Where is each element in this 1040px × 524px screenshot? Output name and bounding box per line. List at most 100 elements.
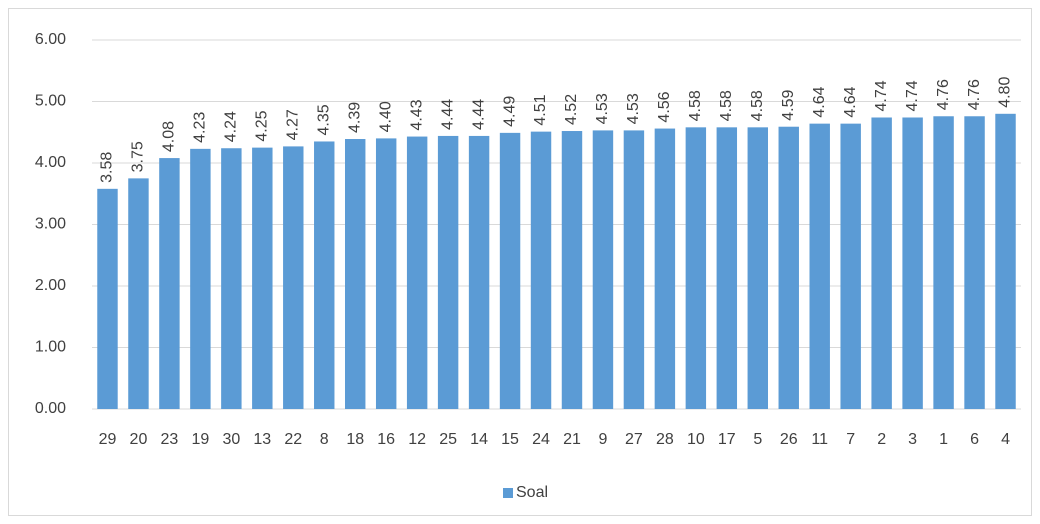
x-tick-label: 26 bbox=[780, 431, 798, 448]
y-tick-label: 6.00 bbox=[35, 31, 66, 48]
x-tick-label: 9 bbox=[598, 431, 607, 448]
x-tick-label: 7 bbox=[846, 431, 855, 448]
x-tick-label: 2 bbox=[877, 431, 886, 448]
y-tick-label: 1.00 bbox=[35, 339, 66, 356]
x-tick-label: 4 bbox=[1001, 431, 1010, 448]
x-tick-label: 11 bbox=[811, 431, 828, 448]
bar bbox=[97, 188, 118, 409]
x-tick-label: 6 bbox=[970, 431, 979, 448]
data-label: 4.52 bbox=[563, 94, 580, 125]
data-label: 4.76 bbox=[935, 79, 952, 110]
y-tick-label: 4.00 bbox=[35, 154, 66, 171]
x-tick-label: 25 bbox=[439, 431, 457, 448]
data-label: 4.59 bbox=[780, 89, 797, 120]
x-tick-label: 20 bbox=[130, 431, 148, 448]
data-label: 4.64 bbox=[811, 86, 828, 117]
y-tick-label: 0.00 bbox=[35, 400, 66, 417]
bar bbox=[809, 123, 830, 409]
bar bbox=[654, 128, 676, 409]
bar bbox=[190, 148, 211, 410]
data-label: 4.44 bbox=[439, 99, 456, 130]
bar bbox=[499, 132, 521, 410]
bar bbox=[561, 131, 583, 409]
data-label: 4.74 bbox=[873, 80, 890, 111]
bar bbox=[716, 127, 738, 409]
data-label: 4.58 bbox=[749, 90, 766, 121]
x-tick-label: 21 bbox=[563, 431, 581, 448]
data-label: 4.53 bbox=[594, 93, 611, 124]
data-label: 4.56 bbox=[656, 91, 673, 122]
data-label: 4.27 bbox=[285, 109, 302, 140]
bar bbox=[344, 139, 366, 409]
bar bbox=[437, 135, 459, 409]
bar bbox=[530, 131, 552, 409]
x-tick-label: 13 bbox=[253, 431, 271, 448]
bar bbox=[933, 116, 954, 409]
x-tick-label: 23 bbox=[161, 431, 179, 448]
x-tick-label: 8 bbox=[320, 431, 329, 448]
data-label: 4.64 bbox=[842, 86, 859, 117]
bar bbox=[283, 146, 304, 409]
bar bbox=[623, 130, 645, 409]
bar bbox=[159, 158, 180, 409]
data-label: 4.25 bbox=[254, 110, 271, 141]
x-tick-label: 5 bbox=[753, 431, 762, 448]
x-tick-label: 22 bbox=[284, 431, 302, 448]
data-label: 4.58 bbox=[718, 90, 735, 121]
x-tick-label: 12 bbox=[408, 431, 426, 448]
data-label: 4.40 bbox=[377, 101, 394, 132]
y-tick-label: 3.00 bbox=[35, 216, 66, 233]
bar bbox=[840, 123, 861, 409]
data-label: 4.39 bbox=[346, 102, 363, 133]
x-tick-label: 28 bbox=[656, 431, 674, 448]
legend-label: Soal bbox=[516, 484, 548, 501]
x-tick-label: 17 bbox=[718, 431, 736, 448]
bar bbox=[592, 130, 614, 409]
data-label: 4.24 bbox=[223, 111, 240, 142]
x-tick-label: 19 bbox=[191, 431, 209, 448]
data-label: 3.75 bbox=[130, 141, 147, 172]
bar bbox=[252, 147, 273, 409]
bar bbox=[314, 141, 335, 409]
bar bbox=[685, 127, 707, 409]
data-label: 4.44 bbox=[470, 99, 487, 130]
bar bbox=[964, 116, 985, 409]
data-label: 4.76 bbox=[966, 79, 983, 110]
bar bbox=[221, 148, 242, 410]
x-tick-label: 18 bbox=[346, 431, 364, 448]
x-tick-label: 15 bbox=[501, 431, 519, 448]
data-label: 4.80 bbox=[997, 77, 1014, 108]
bar bbox=[406, 136, 428, 409]
data-label: 4.08 bbox=[161, 121, 178, 152]
x-tick-label: 1 bbox=[939, 431, 948, 448]
data-label: 4.53 bbox=[625, 93, 642, 124]
legend-swatch bbox=[503, 488, 513, 498]
x-tick-label: 29 bbox=[99, 431, 117, 448]
x-tick-label: 10 bbox=[687, 431, 705, 448]
data-label: 3.58 bbox=[99, 152, 116, 183]
bar bbox=[778, 126, 799, 409]
data-label: 4.43 bbox=[408, 99, 425, 130]
x-tick-label: 16 bbox=[377, 431, 395, 448]
bar bbox=[468, 135, 490, 409]
bar bbox=[375, 138, 397, 409]
bar bbox=[902, 117, 923, 410]
data-label: 4.58 bbox=[687, 90, 704, 121]
data-label: 4.35 bbox=[315, 104, 332, 135]
data-label: 4.74 bbox=[904, 80, 921, 111]
y-tick-label: 2.00 bbox=[35, 277, 66, 294]
x-tick-label: 27 bbox=[625, 431, 643, 448]
x-tick-label: 14 bbox=[470, 431, 488, 448]
data-label: 4.51 bbox=[532, 94, 549, 125]
data-label: 4.49 bbox=[501, 96, 518, 127]
data-label: 4.23 bbox=[192, 112, 209, 143]
x-tick-label: 30 bbox=[222, 431, 240, 448]
bar bbox=[995, 113, 1016, 410]
x-tick-label: 24 bbox=[532, 431, 550, 448]
x-tick-label: 3 bbox=[908, 431, 917, 448]
y-tick-label: 5.00 bbox=[35, 93, 66, 110]
bar bbox=[871, 117, 892, 410]
bar bbox=[128, 178, 149, 409]
bar bbox=[747, 127, 769, 409]
